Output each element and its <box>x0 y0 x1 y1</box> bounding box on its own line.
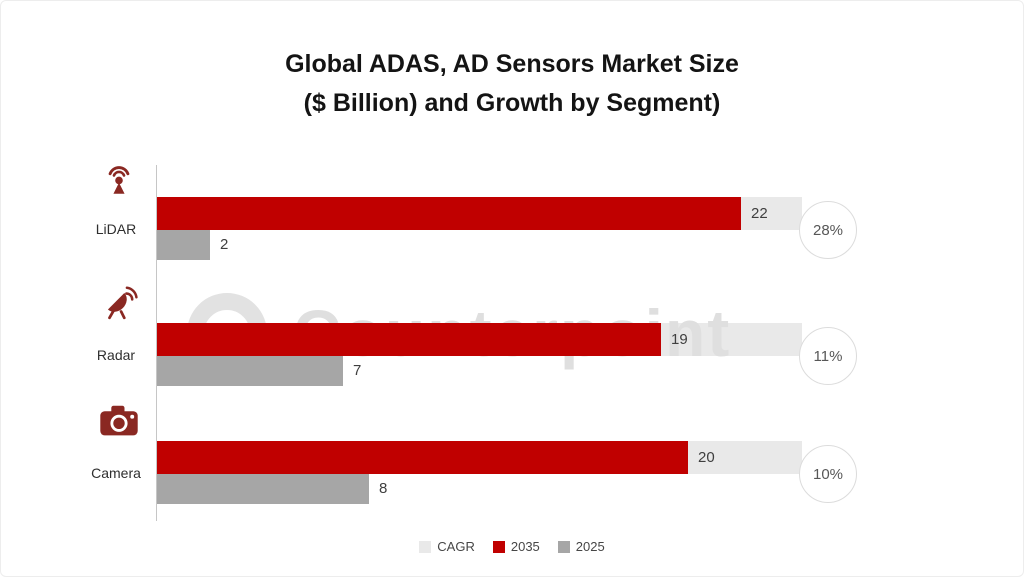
chart-title-line2: ($ Billion) and Growth by Segment) <box>303 89 721 117</box>
bar-2025 <box>157 230 210 260</box>
value-label-2025: 7 <box>353 362 362 379</box>
bar-2035 <box>157 197 741 230</box>
legend-label-cagr: CAGR <box>437 539 475 554</box>
cagr-badge: 11% <box>799 327 857 385</box>
value-label-2035: 22 <box>751 205 768 222</box>
category-label: Radar <box>96 347 136 363</box>
cagr-badge: 28% <box>799 201 857 259</box>
chart-title-line1: Global ADAS, AD Sensors Market Size <box>285 50 739 78</box>
value-label-2025: 2 <box>220 236 229 253</box>
cagr-badge: 10% <box>799 445 857 503</box>
y-axis-line <box>156 165 157 521</box>
bar-2035 <box>157 323 661 356</box>
legend-item-2025: 2025 <box>557 539 605 554</box>
category-label: LiDAR <box>95 221 137 237</box>
legend-label-2025: 2025 <box>575 539 605 554</box>
legend-item-2035: 2035 <box>492 539 540 554</box>
category-label: Camera <box>91 465 141 481</box>
chart-legend: CAGR 2035 2025 <box>1 539 1023 554</box>
legend-swatch-cagr <box>419 540 432 553</box>
radar-icon <box>97 283 141 321</box>
bar-2025 <box>157 474 369 504</box>
legend-item-cagr: CAGR <box>419 539 475 554</box>
legend-swatch-2025 <box>557 540 570 553</box>
bar-2025 <box>157 356 343 386</box>
camera-icon <box>97 401 141 439</box>
bar-2035 <box>157 441 688 474</box>
value-label-2035: 20 <box>698 449 715 466</box>
chart-title: Global ADAS, AD Sensors Market Size ($ B… <box>1 45 1023 123</box>
value-label-2025: 8 <box>379 480 388 497</box>
value-label-2035: 19 <box>671 331 688 348</box>
legend-label-2035: 2035 <box>510 539 540 554</box>
legend-swatch-2035 <box>492 540 505 553</box>
lidar-icon <box>97 157 141 195</box>
